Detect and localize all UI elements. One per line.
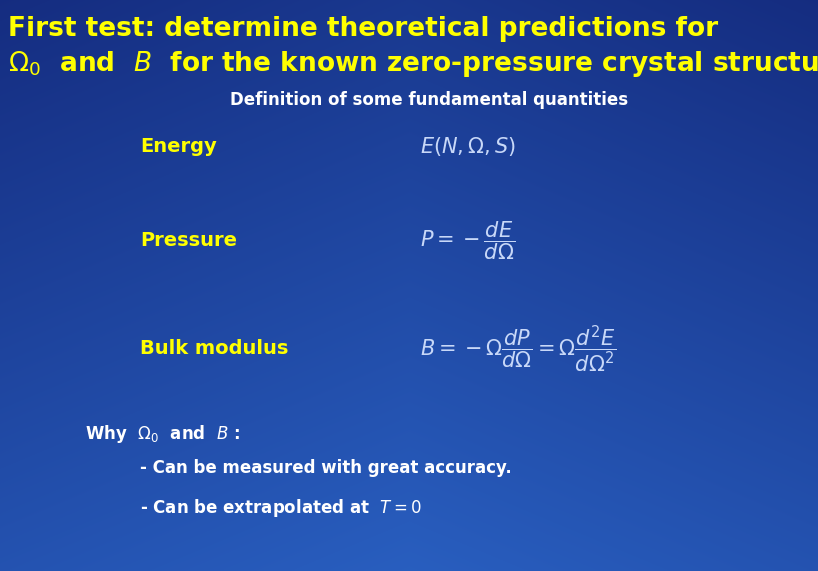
Text: Definition of some fundamental quantities: Definition of some fundamental quantitie… [230, 91, 628, 109]
Text: $E(N, \Omega, S)$: $E(N, \Omega, S)$ [420, 135, 516, 158]
Text: $B = -\Omega\dfrac{dP}{d\Omega} = \Omega\dfrac{d^2E}{d\Omega^2}$: $B = -\Omega\dfrac{dP}{d\Omega} = \Omega… [420, 323, 616, 375]
Text: $P = -\dfrac{dE}{d\Omega}$: $P = -\dfrac{dE}{d\Omega}$ [420, 220, 515, 262]
Text: - Can be measured with great accuracy.: - Can be measured with great accuracy. [140, 459, 512, 477]
Text: First test: determine theoretical predictions for: First test: determine theoretical predic… [8, 16, 718, 42]
Text: $\Omega_0$  and  $B$  for the known zero-pressure crystal structure: $\Omega_0$ and $B$ for the known zero-pr… [8, 49, 818, 79]
Text: Why  $\Omega_0$  and  $B$ :: Why $\Omega_0$ and $B$ : [85, 423, 240, 445]
Text: Bulk modulus: Bulk modulus [140, 340, 289, 359]
Text: Energy: Energy [140, 136, 217, 155]
Text: - Can be extrapolated at  $T = 0$: - Can be extrapolated at $T = 0$ [140, 497, 422, 519]
Text: Pressure: Pressure [140, 231, 237, 251]
